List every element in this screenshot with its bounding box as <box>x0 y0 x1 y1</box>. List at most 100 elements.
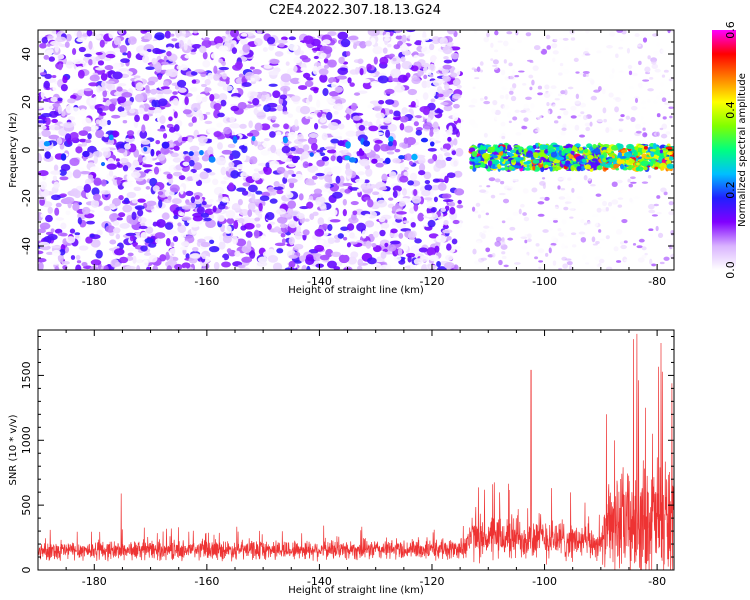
heatmap-cell <box>188 151 194 157</box>
heatmap-cell <box>373 105 383 112</box>
heatmap-cell <box>414 115 422 119</box>
heatmap-cell <box>583 175 588 181</box>
heatmap-cell <box>165 238 171 247</box>
heatmap-cell <box>471 98 478 104</box>
heatmap-cell <box>494 241 501 247</box>
heatmap-cell <box>555 147 560 151</box>
snr-background <box>38 330 674 570</box>
heatmap-cell <box>376 199 388 208</box>
heatmap-cell <box>196 206 205 215</box>
heatmap-cell <box>392 57 397 62</box>
heatmap-cell <box>315 211 327 218</box>
heatmap-cell <box>509 87 515 92</box>
heatmap-cell <box>653 100 658 104</box>
heatmap-cell <box>451 238 458 245</box>
heatmap-cell <box>122 204 133 213</box>
heatmap-cell <box>186 176 195 182</box>
heatmap-cell <box>385 31 391 36</box>
heatmap-cell <box>304 218 310 222</box>
heatmap-cell <box>457 199 462 205</box>
heatmap-cell <box>201 31 206 39</box>
heatmap-cell <box>215 156 227 166</box>
heatmap-cell <box>509 226 516 231</box>
heatmap-cell <box>587 176 592 182</box>
heatmap-cell <box>243 222 255 230</box>
heatmap-cell <box>282 32 290 37</box>
heatmap-cell <box>217 193 223 202</box>
heatmap-cell <box>625 115 631 120</box>
heatmap-cell <box>555 166 562 171</box>
heatmap-cell <box>311 175 318 180</box>
heatmap-cell <box>591 158 598 162</box>
heatmap-cell <box>91 125 99 131</box>
heatmap-cell <box>218 58 224 64</box>
heatmap-cell <box>155 139 161 145</box>
heatmap-cell <box>284 81 291 86</box>
heatmap-cell <box>502 156 509 160</box>
heatmap-cell <box>57 54 65 60</box>
heatmap-cell <box>132 61 137 70</box>
heatmap-cell <box>88 59 93 66</box>
heatmap-cell <box>623 240 628 244</box>
heatmap-cell <box>179 246 188 251</box>
heatmap-cell <box>38 250 44 255</box>
heatmap-cell <box>395 62 401 71</box>
heatmap-cell <box>38 262 44 270</box>
heatmap-cell <box>418 163 426 172</box>
heatmap-cell <box>146 48 152 53</box>
heatmap-cell <box>174 30 183 37</box>
heatmap-cell <box>582 73 587 77</box>
heatmap-cell <box>661 74 666 78</box>
heatmap-cell <box>65 104 73 114</box>
heatmap-cell <box>603 167 609 171</box>
heatmap-cell <box>661 97 667 103</box>
heatmap-cell <box>115 158 120 162</box>
heatmap-cell <box>299 50 305 55</box>
heatmap-cell <box>537 248 545 254</box>
heatmap-cell <box>661 165 665 171</box>
heatmap-cell <box>316 149 324 153</box>
heatmap-cell <box>150 148 155 157</box>
heatmap-cell <box>84 178 92 186</box>
heatmap-cell <box>565 160 570 165</box>
heatmap-cell <box>595 246 602 249</box>
heatmap-cell <box>273 226 281 233</box>
heatmap-cell <box>637 147 642 154</box>
heatmap-cell <box>333 103 344 111</box>
x-tick-label: -100 <box>532 575 557 588</box>
spectrogram-x-label: Height of straight line (km) <box>288 285 424 296</box>
heatmap-cell <box>562 37 569 41</box>
heatmap-cell <box>514 262 521 265</box>
heatmap-cell <box>402 243 409 252</box>
heatmap-cell <box>167 195 172 201</box>
heatmap-cell <box>508 48 515 53</box>
heatmap-cell <box>168 116 173 122</box>
heatmap-cell <box>279 94 288 100</box>
heatmap-cell <box>486 185 491 188</box>
heatmap-cell <box>316 99 321 108</box>
heatmap-cell <box>635 115 642 120</box>
heatmap-cell <box>414 238 422 244</box>
heatmap-cell <box>479 231 484 238</box>
heatmap-cell <box>387 123 397 132</box>
heatmap-cell <box>144 32 153 42</box>
heatmap-cell <box>651 63 659 69</box>
heatmap-cell <box>43 140 51 147</box>
heatmap-cell <box>60 153 67 161</box>
heatmap-cell <box>481 163 486 168</box>
heatmap-cell <box>525 96 532 101</box>
heatmap-cell <box>38 120 47 124</box>
heatmap-cell <box>574 211 581 217</box>
heatmap-cell <box>552 57 556 63</box>
heatmap-cell <box>668 211 674 216</box>
heatmap-cell <box>241 190 249 196</box>
heatmap-cell <box>242 182 251 187</box>
heatmap-cell <box>571 244 577 248</box>
heatmap-cell <box>626 143 634 150</box>
heatmap-cell <box>285 61 290 66</box>
heatmap-cell <box>596 50 602 54</box>
heatmap-cell <box>333 239 341 243</box>
heatmap-cell <box>446 172 456 179</box>
heatmap-cell <box>45 49 54 55</box>
heatmap-cell <box>557 185 561 190</box>
